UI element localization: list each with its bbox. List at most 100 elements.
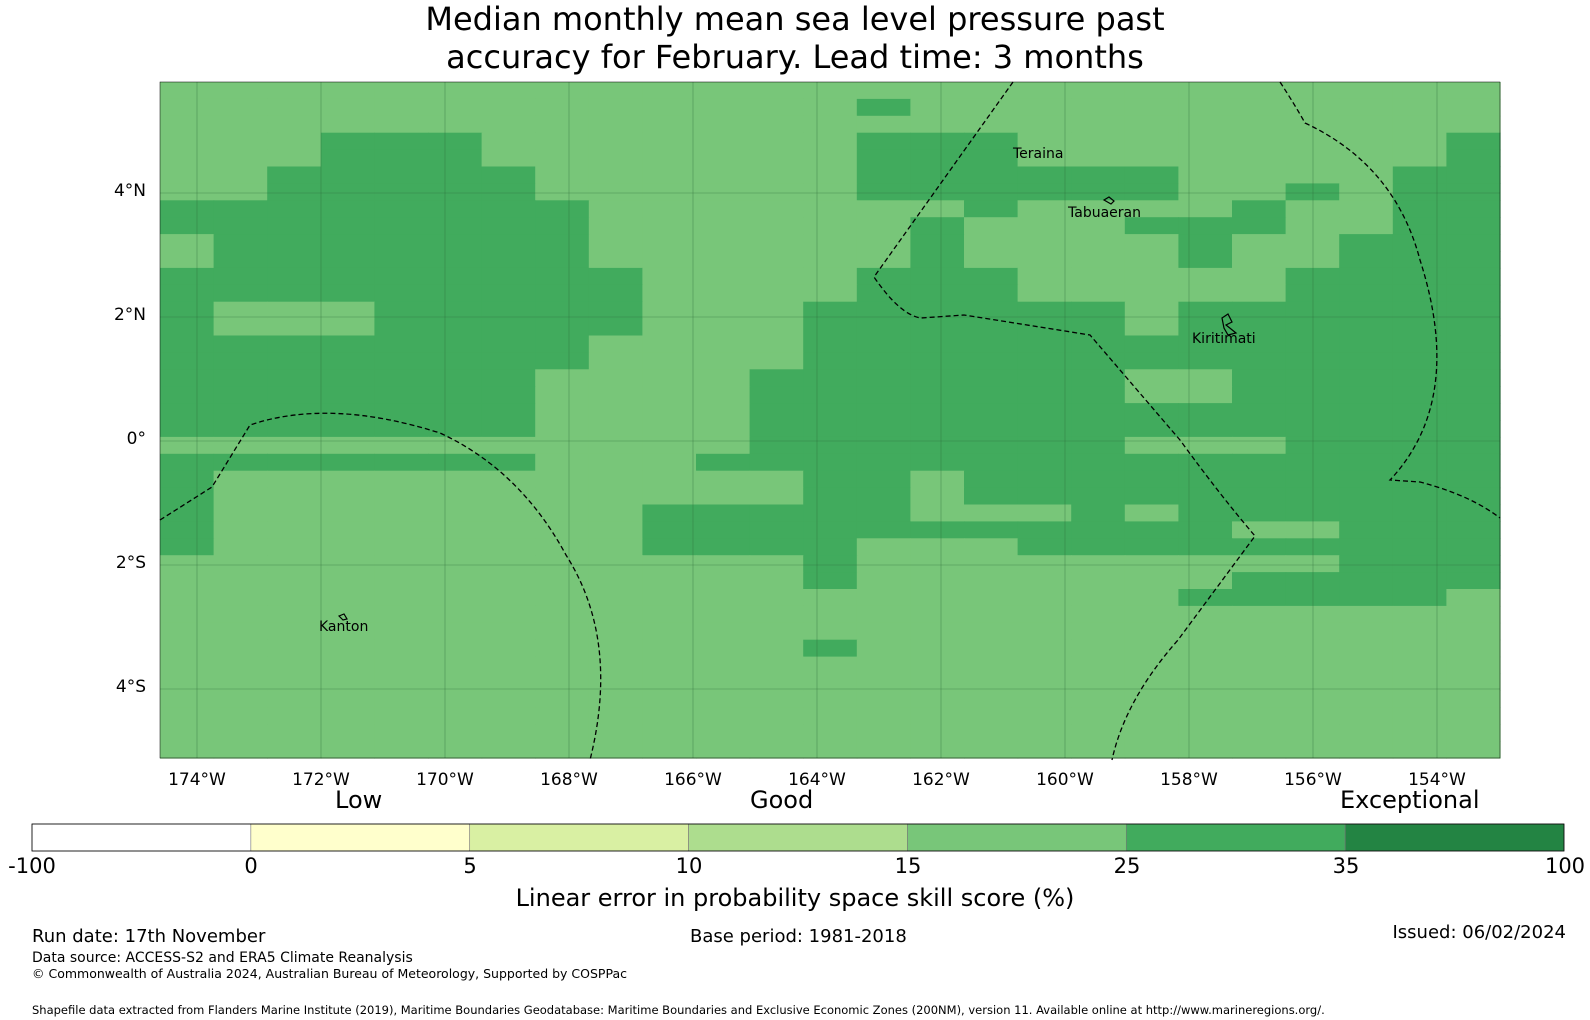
skill-cell: [856, 301, 911, 320]
skill-cell: [374, 200, 429, 218]
skill-cell: [1178, 707, 1233, 725]
skill-cell: [1446, 200, 1501, 218]
skill-cell: [320, 724, 375, 742]
skill-cell: [1124, 420, 1179, 438]
skill-cell: [1178, 538, 1233, 556]
lat-label-4n: 4°N: [113, 181, 146, 201]
skill-cell: [1339, 200, 1394, 218]
skill-cell: [1392, 453, 1447, 472]
skill-cell: [481, 538, 536, 556]
skill-cell: [1446, 251, 1501, 269]
skill-cell: [320, 572, 375, 590]
skill-cell: [1392, 166, 1447, 184]
skill-cell: [374, 673, 429, 691]
skill-cell: [213, 115, 268, 134]
skill-cell: [374, 521, 429, 539]
skill-cell: [642, 335, 697, 353]
skill-cell: [749, 487, 804, 506]
eez-boundary-kanton: [159, 412, 602, 761]
skill-cell: [1339, 166, 1394, 184]
skill-cell: [320, 656, 375, 675]
skill-cell: [1071, 267, 1126, 286]
skill-cell: [213, 234, 268, 252]
colorbar-segment: [31, 823, 252, 852]
skill-cell: [1232, 284, 1287, 303]
base-period: Base period: 1981-2018: [690, 926, 907, 947]
skill-cell: [696, 284, 751, 303]
skill-cell: [588, 335, 643, 353]
skill-cell: [374, 724, 429, 742]
skill-cell: [696, 166, 751, 184]
skill-cell: [588, 183, 643, 201]
skill-cell: [481, 707, 536, 725]
skill-cell: [374, 386, 429, 404]
skill-cell: [213, 504, 268, 522]
skill-cell: [1392, 521, 1447, 539]
skill-cell: [160, 166, 215, 184]
colorbar-tick: 25: [1113, 854, 1141, 878]
skill-cell: [1446, 98, 1501, 117]
skill-cell: [1017, 369, 1072, 387]
skill-cell: [642, 318, 697, 337]
skill-cell: [267, 741, 322, 759]
skill-cell: [642, 589, 697, 607]
skill-cell: [535, 470, 590, 489]
skill-cell: [642, 470, 697, 489]
skill-cell: [267, 166, 322, 184]
colorbar-tick: 100: [1544, 854, 1586, 878]
skill-cell: [213, 656, 268, 675]
skill-cell: [374, 639, 429, 658]
skill-cell: [374, 115, 429, 134]
skill-cell: [1178, 487, 1233, 506]
skill-cell: [1392, 403, 1447, 421]
skill-cell: [749, 572, 804, 590]
skill-cell: [481, 284, 536, 303]
skill-cell: [910, 487, 965, 506]
skill-cell: [856, 267, 911, 286]
skill-cell: [428, 690, 483, 708]
skill-cell: [588, 217, 643, 235]
place-tabuaeran: Tabuaeran: [1068, 205, 1141, 221]
skill-cell: [856, 284, 911, 303]
skill-cell: [320, 605, 375, 624]
skill-cell: [696, 487, 751, 506]
skill-cell: [1392, 538, 1447, 556]
skill-cell: [267, 200, 322, 218]
skill-cell: [1339, 217, 1394, 235]
skill-cell: [1392, 420, 1447, 438]
skill-cell: [320, 301, 375, 320]
skill-cell: [1017, 470, 1072, 489]
skill-cell: [642, 707, 697, 725]
colorbar-segment: [469, 823, 689, 852]
skill-cell: [1392, 149, 1447, 168]
skill-cell: [1392, 352, 1447, 370]
colorbar-tick: 35: [1332, 854, 1360, 878]
skill-cell: [1392, 335, 1447, 353]
skill-cell: [1446, 538, 1501, 556]
skill-cell: [1392, 555, 1447, 573]
skill-cell: [749, 183, 804, 201]
skill-cell: [749, 386, 804, 404]
skill-cell: [1392, 386, 1447, 404]
skill-cell: [1178, 335, 1233, 353]
skill-cell: [160, 470, 215, 489]
skill-cell: [1017, 267, 1072, 286]
skill-cell: [535, 318, 590, 337]
skill-cell: [213, 149, 268, 168]
skill-cell: [856, 622, 911, 641]
skill-cell: [374, 555, 429, 573]
skill-cell: [1124, 673, 1179, 691]
skill-cell: [428, 656, 483, 675]
skill-cell: [749, 82, 804, 100]
skill-cell: [642, 352, 697, 370]
skill-cell: [749, 724, 804, 742]
skill-cell: [696, 200, 751, 218]
skill-cell: [374, 301, 429, 320]
skill-cell: [1392, 589, 1447, 607]
skill-cell: [1392, 639, 1447, 658]
skill-cell: [696, 403, 751, 421]
skill-cell: [481, 724, 536, 742]
skill-cell: [642, 639, 697, 658]
skill-cell: [856, 369, 911, 387]
skill-cell: [535, 741, 590, 759]
